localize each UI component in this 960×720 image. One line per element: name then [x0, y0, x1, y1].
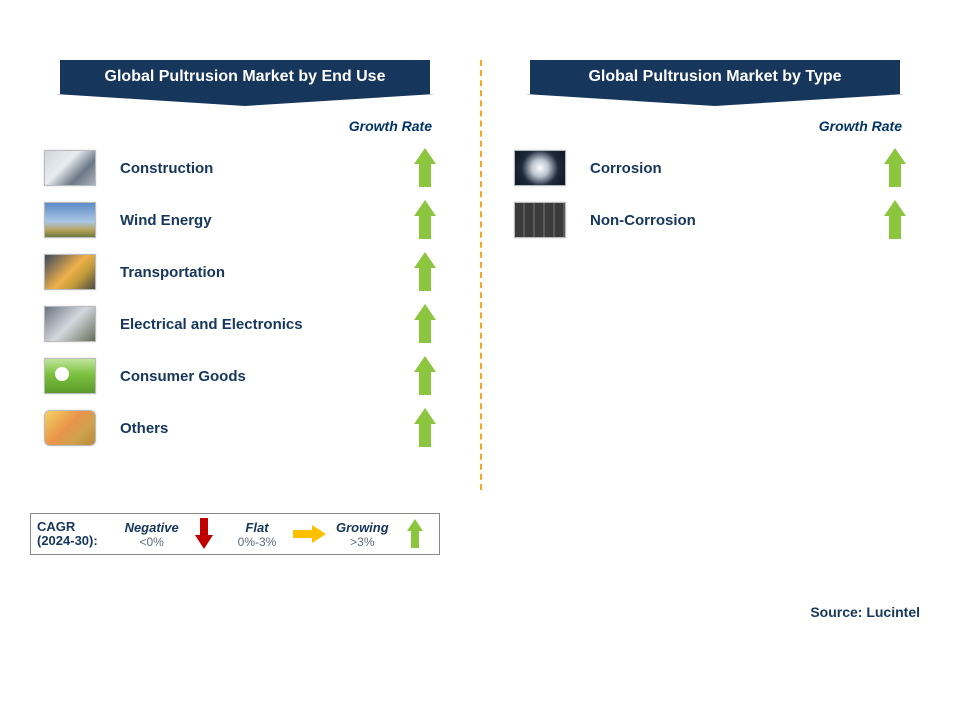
right-growth-rate-label: Growth Rate	[500, 118, 902, 134]
left-growth-rate-label: Growth Rate	[30, 118, 432, 134]
right-thumbnail-icon	[514, 150, 566, 186]
left-row: Transportation	[30, 246, 460, 298]
left-row-label: Consumer Goods	[100, 368, 400, 385]
growth-up-arrow-icon	[414, 252, 436, 292]
left-thumbnail-icon	[44, 254, 96, 290]
left-title-banner: Global Pultrusion Market by End Use	[60, 60, 430, 94]
legend-growing-col: Growing >3%	[328, 520, 397, 549]
growth-up-arrow-icon	[414, 304, 436, 344]
left-row-label: Wind Energy	[100, 212, 400, 229]
right-thumb-cell	[510, 150, 570, 186]
right-growth-arrow-cell	[870, 200, 920, 240]
left-row: Consumer Goods	[30, 350, 460, 402]
left-thumb-cell	[40, 150, 100, 186]
left-growth-arrow-cell	[400, 148, 450, 188]
legend-negative-range: <0%	[139, 535, 163, 549]
left-row-label: Transportation	[100, 264, 400, 281]
left-thumbnail-icon	[44, 358, 96, 394]
growth-up-arrow-icon	[414, 200, 436, 240]
left-row: Construction	[30, 142, 460, 194]
legend-cagr-line1: CAGR	[37, 519, 75, 534]
left-row: Wind Energy	[30, 194, 460, 246]
right-row: Non-Corrosion	[500, 194, 930, 246]
left-thumbnail-icon	[44, 202, 96, 238]
left-growth-arrow-cell	[400, 252, 450, 292]
growth-up-arrow-icon	[414, 356, 436, 396]
vertical-divider	[480, 60, 482, 490]
source-text: Source: Lucintel	[810, 604, 920, 620]
legend-cagr-line2: (2024-30):	[37, 533, 98, 548]
left-thumbnail-icon	[44, 410, 96, 446]
left-growth-arrow-cell	[400, 304, 450, 344]
cagr-legend: CAGR (2024-30): Negative <0% Flat 0%-3% …	[30, 513, 440, 555]
left-growth-arrow-cell	[400, 408, 450, 448]
growth-up-arrow-icon	[884, 148, 906, 188]
left-thumbnail-icon	[44, 306, 96, 342]
right-title-banner: Global Pultrusion Market by Type	[530, 60, 900, 94]
left-title-text: Global Pultrusion Market by End Use	[105, 68, 386, 85]
left-row-label: Others	[100, 420, 400, 437]
left-thumb-cell	[40, 306, 100, 342]
left-row-label: Electrical and Electronics	[100, 316, 400, 333]
right-row-label: Corrosion	[570, 160, 870, 177]
legend-growing-arrow-icon	[397, 519, 433, 549]
left-growth-arrow-cell	[400, 356, 450, 396]
left-row: Electrical and Electronics	[30, 298, 460, 350]
legend-negative-arrow-icon	[186, 518, 222, 550]
left-row-label: Construction	[100, 160, 400, 177]
legend-growing-range: >3%	[350, 535, 374, 549]
left-thumb-cell	[40, 254, 100, 290]
left-row: Others	[30, 402, 460, 454]
legend-cagr-label: CAGR (2024-30):	[37, 520, 117, 549]
left-thumb-cell	[40, 358, 100, 394]
legend-negative-term: Negative	[125, 520, 179, 535]
right-title-text: Global Pultrusion Market by Type	[588, 68, 841, 85]
growth-up-arrow-icon	[414, 408, 436, 448]
left-growth-arrow-cell	[400, 200, 450, 240]
left-thumb-cell	[40, 202, 100, 238]
right-growth-arrow-cell	[870, 148, 920, 188]
legend-flat-term: Flat	[245, 520, 268, 535]
growth-up-arrow-icon	[414, 148, 436, 188]
legend-flat-arrow-icon	[292, 525, 328, 543]
legend-flat-range: 0%-3%	[238, 535, 277, 549]
right-row-list: Corrosion Non-Corrosion	[500, 142, 930, 246]
left-panel: Global Pultrusion Market by End Use Grow…	[30, 60, 460, 454]
left-thumb-cell	[40, 410, 100, 446]
right-thumbnail-icon	[514, 202, 566, 238]
legend-flat-col: Flat 0%-3%	[222, 520, 291, 549]
right-row-label: Non-Corrosion	[570, 212, 870, 229]
right-panel: Global Pultrusion Market by Type Growth …	[500, 60, 930, 454]
left-row-list: Construction Wind Energy Transportation Ele…	[30, 142, 460, 454]
legend-growing-term: Growing	[336, 520, 389, 535]
legend-negative-col: Negative <0%	[117, 520, 186, 549]
left-thumbnail-icon	[44, 150, 96, 186]
growth-up-arrow-icon	[884, 200, 906, 240]
right-row: Corrosion	[500, 142, 930, 194]
right-thumb-cell	[510, 202, 570, 238]
